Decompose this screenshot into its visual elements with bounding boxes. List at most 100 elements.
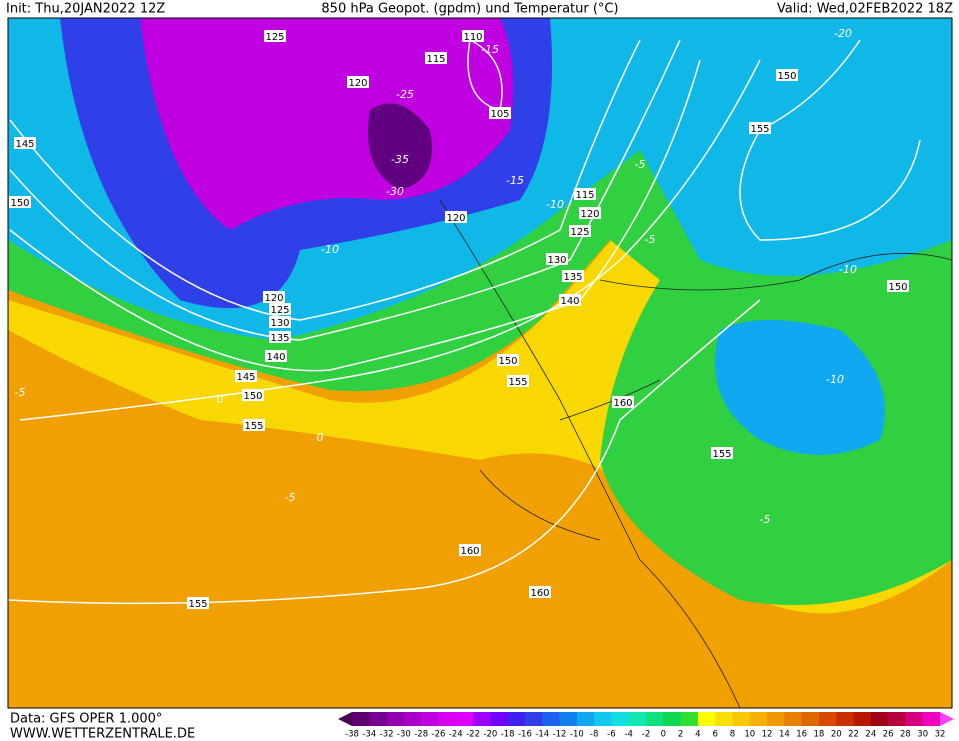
colorbar-tick-label: -28 bbox=[414, 730, 428, 740]
temperature-label: 0 bbox=[217, 393, 224, 406]
contour-label-box bbox=[497, 354, 519, 366]
colorbar-tick-label: -14 bbox=[535, 730, 549, 740]
geopotential-label: 155 bbox=[508, 377, 527, 388]
contour-label-box bbox=[749, 122, 771, 134]
colorbar-tick-label: -2 bbox=[642, 730, 650, 740]
contour-label-box bbox=[425, 52, 447, 64]
geopotential-label: 155 bbox=[244, 421, 263, 432]
geopotential-label: 105 bbox=[490, 109, 509, 120]
colorbar-swatch bbox=[524, 712, 543, 726]
coldest-core bbox=[368, 103, 432, 190]
geopotential-label: 115 bbox=[575, 190, 594, 201]
geopotential-label: 115 bbox=[426, 54, 445, 65]
colorbar-swatch bbox=[352, 712, 370, 726]
temperature-label: -5 bbox=[645, 233, 656, 246]
init-time: Init: Thu,20JAN2022 12Z bbox=[6, 2, 165, 17]
colorbar-swatch bbox=[663, 712, 682, 726]
temperature-label: -15 bbox=[481, 43, 499, 56]
contour-label-box bbox=[269, 331, 291, 343]
colorbar-swatch bbox=[473, 712, 491, 726]
contour-label-box bbox=[887, 280, 909, 292]
geopotential-label: 150 bbox=[498, 356, 517, 367]
geopotential-label: 120 bbox=[446, 213, 465, 224]
colorbar-swatch bbox=[628, 712, 647, 726]
colorbar-swatch bbox=[594, 712, 612, 726]
colorbar-tick-label: -30 bbox=[397, 730, 411, 740]
temperature-label: -15 bbox=[506, 174, 524, 187]
geopotential-label: 155 bbox=[188, 599, 207, 610]
contour-label-box bbox=[489, 107, 511, 119]
contour-label-box bbox=[14, 137, 36, 149]
colorbar-tick-label: -24 bbox=[449, 730, 463, 740]
colorbar-swatch bbox=[888, 712, 906, 726]
colorbar-tick-label: -6 bbox=[607, 730, 615, 740]
geopotential-label: 160 bbox=[460, 546, 479, 557]
temperature-label: -10 bbox=[826, 373, 844, 386]
colorbar-tick-label: 8 bbox=[730, 730, 735, 740]
colorbar-arrow bbox=[940, 712, 954, 726]
geopotential-label: 135 bbox=[270, 333, 289, 344]
contour-label-box bbox=[263, 291, 285, 303]
temperature-label: 0 bbox=[317, 431, 324, 444]
colorbar-swatch bbox=[749, 712, 768, 726]
contour-label-box bbox=[243, 419, 265, 431]
colorbar-tick-label: -20 bbox=[483, 730, 497, 740]
colorbar-tick-label: 20 bbox=[831, 730, 842, 740]
contour-label-box bbox=[776, 69, 798, 81]
colorbar-swatch bbox=[507, 712, 526, 726]
colorbar-tick-label: 4 bbox=[695, 730, 700, 740]
cold-pocket bbox=[715, 320, 885, 455]
colorbar-tick-label: 32 bbox=[935, 730, 946, 740]
contour-label-box bbox=[574, 188, 596, 200]
colorbar-swatch bbox=[836, 712, 855, 726]
colorbar-tick-label: 16 bbox=[796, 730, 807, 740]
colorbar-tick-label: 14 bbox=[779, 730, 790, 740]
website: WWW.WETTERZENTRALE.DE bbox=[10, 727, 195, 741]
colorbar-swatch bbox=[490, 712, 509, 726]
contour-label-box bbox=[546, 253, 568, 265]
geopotential-label: 120 bbox=[580, 209, 599, 220]
colorbar-swatch bbox=[542, 712, 561, 726]
colorbar-swatch bbox=[421, 712, 439, 726]
colorbar-swatch bbox=[697, 712, 716, 726]
geopotential-label: 110 bbox=[463, 32, 482, 43]
contour-label-box bbox=[265, 350, 287, 362]
colorbar-swatch bbox=[386, 712, 405, 726]
colorbar-tick-label: -34 bbox=[362, 730, 376, 740]
geopotential-label: 145 bbox=[236, 372, 255, 383]
colorbar-arrow bbox=[338, 712, 352, 726]
geopotential-label: 140 bbox=[266, 352, 285, 363]
map bbox=[7, 17, 953, 709]
geopotential-label: 150 bbox=[243, 391, 262, 402]
geopotential-label: 155 bbox=[750, 124, 769, 135]
colorbar-swatch bbox=[680, 712, 699, 726]
temperature-label: -25 bbox=[396, 88, 414, 101]
colorbar-swatch bbox=[576, 712, 595, 726]
geopotential-label: 160 bbox=[530, 588, 549, 599]
colorbar-tick-label: 30 bbox=[917, 730, 928, 740]
contour-label-box bbox=[462, 30, 484, 42]
geopotential-label: 140 bbox=[560, 296, 579, 307]
geopotential-label: 130 bbox=[547, 255, 566, 266]
temperature-label: -5 bbox=[15, 386, 26, 399]
geopotential-contours bbox=[8, 39, 921, 605]
geopotential-label: 120 bbox=[264, 293, 283, 304]
colorbar-swatch bbox=[559, 712, 578, 726]
colorbar-tick-label: -18 bbox=[501, 730, 515, 740]
data-source: Data: GFS OPER 1.000° bbox=[10, 712, 162, 727]
colorbar-tick-label: 22 bbox=[848, 730, 859, 740]
colorbar-tick-label: -32 bbox=[380, 730, 394, 740]
colorbar-swatch bbox=[922, 712, 941, 726]
contour-label-box bbox=[269, 303, 291, 315]
temperature-label: -30 bbox=[386, 185, 404, 198]
colorbar-swatch bbox=[732, 712, 751, 726]
temperature-label: -20 bbox=[834, 27, 852, 40]
colorbar-tick-label: -4 bbox=[624, 730, 632, 740]
geopotential-label: 125 bbox=[570, 227, 589, 238]
map-frame bbox=[7, 17, 953, 709]
valid-time: Valid: Wed,02FEB2022 18Z bbox=[777, 2, 953, 17]
coastlines bbox=[439, 199, 952, 708]
geopotential-label: 130 bbox=[270, 318, 289, 329]
contour-label-box bbox=[579, 207, 601, 219]
